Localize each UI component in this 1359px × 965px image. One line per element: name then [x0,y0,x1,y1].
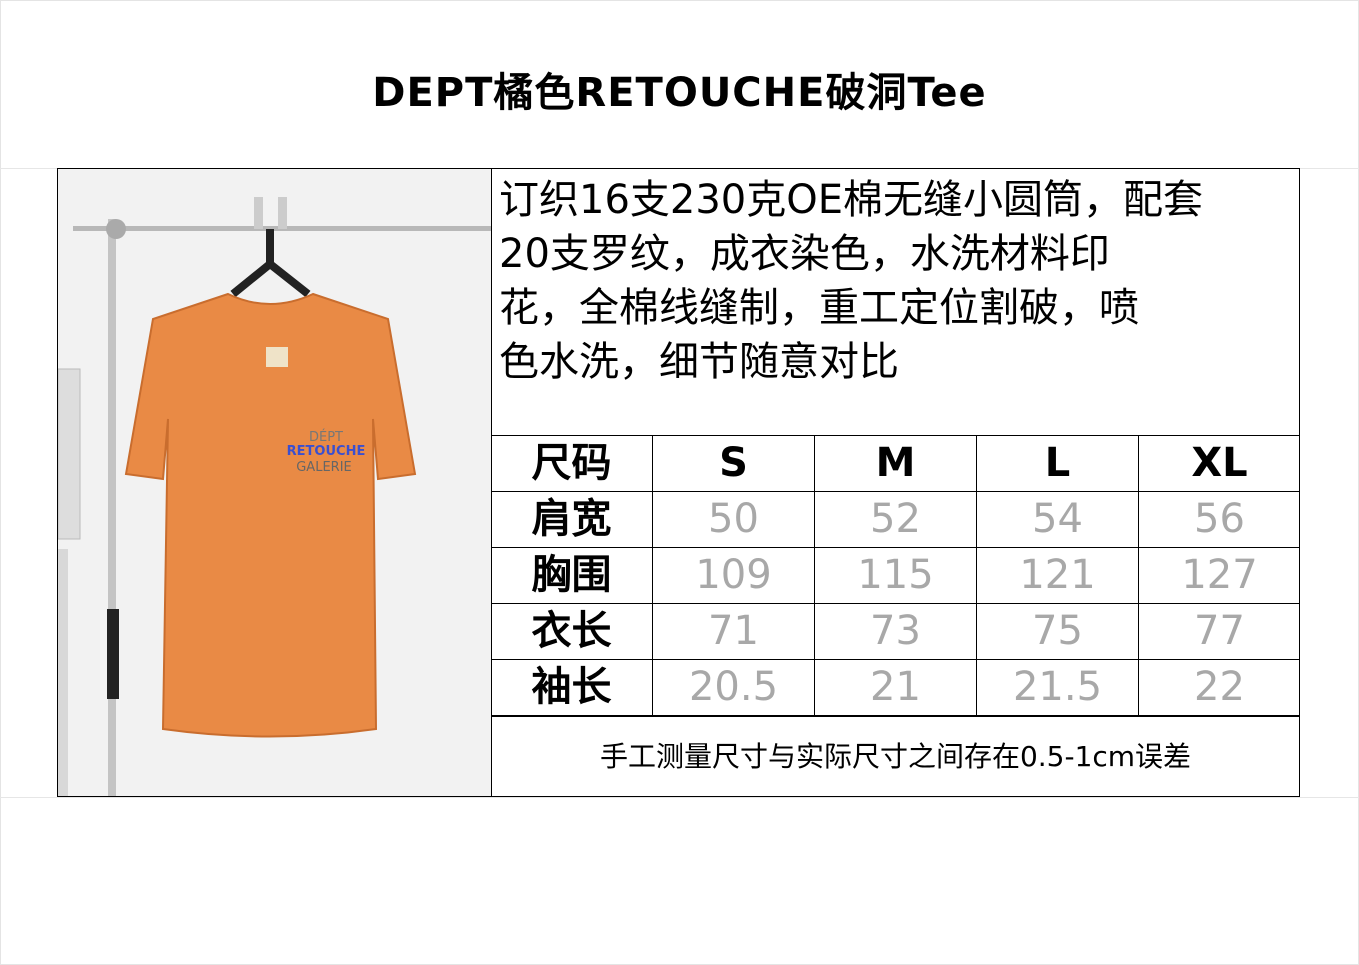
table-cell: 21 [814,659,977,716]
description-line: 花，全棉线缝制，重工定位割破，喷 [499,285,1139,331]
description-line: 订织16支230克OE棉无缝小圆筒，配套 [499,177,1204,223]
table-cell: 20.5 [652,659,815,716]
header-cell: M [814,435,977,492]
table-cell: 56 [1138,491,1300,548]
table-cell: 22 [1138,659,1300,716]
table-row: 袖长 20.5 21 21.5 22 [491,659,1300,716]
table-cell: 54 [976,491,1139,548]
measurement-note: 手工测量尺寸与实际尺寸之间存在0.5-1cm误差 [491,716,1300,797]
table-row: 衣长 71 73 75 77 [491,603,1300,660]
table-cell: 77 [1138,603,1300,660]
tshirt-photo: DÉPT RETOUCHE GALERIE [58,169,491,796]
product-photo: DÉPT RETOUCHE GALERIE [58,169,492,796]
table-cell: 50 [652,491,815,548]
table-cell: 71 [652,603,815,660]
row-label: 胸围 [491,547,653,604]
table-cell: 121 [976,547,1139,604]
size-table: 尺码 S M L XL 肩宽 50 52 54 56 胸围 109 115 12… [491,435,1300,716]
product-description: 订织16支230克OE棉无缝小圆筒，配套 20支罗纹，成衣染色，水洗材料印 花，… [499,173,1299,389]
table-cell: 73 [814,603,977,660]
divider [0,797,1359,798]
table-cell: 21.5 [976,659,1139,716]
header-cell: S [652,435,815,492]
shirt-print-line: DÉPT [309,429,343,445]
spec-sheet: DÉPT RETOUCHE GALERIE 订织16支230克OE棉无缝小圆筒，… [57,168,1300,797]
row-label: 肩宽 [491,491,653,548]
header-cell: 尺码 [491,435,653,492]
table-row: 胸围 109 115 121 127 [491,547,1300,604]
tshirt-shape [124,292,417,738]
header-cell: XL [1138,435,1300,492]
table-cell: 75 [976,603,1139,660]
table-cell: 127 [1138,547,1300,604]
row-label: 衣长 [491,603,653,660]
header-cell: L [976,435,1139,492]
shirt-print-line: GALERIE [296,460,352,475]
table-cell: 109 [652,547,815,604]
page-title: DEPT橘色RETOUCHE破洞Tee [372,70,987,116]
table-row: 肩宽 50 52 54 56 [491,491,1300,548]
description-line: 色水洗，细节随意对比 [499,339,899,385]
description-line: 20支罗纹，成衣染色，水洗材料印 [499,231,1110,277]
table-cell: 115 [814,547,977,604]
table-header-row: 尺码 S M L XL [491,435,1300,492]
shirt-print-line: RETOUCHE [287,444,366,459]
row-label: 袖长 [491,659,653,716]
table-cell: 52 [814,491,977,548]
